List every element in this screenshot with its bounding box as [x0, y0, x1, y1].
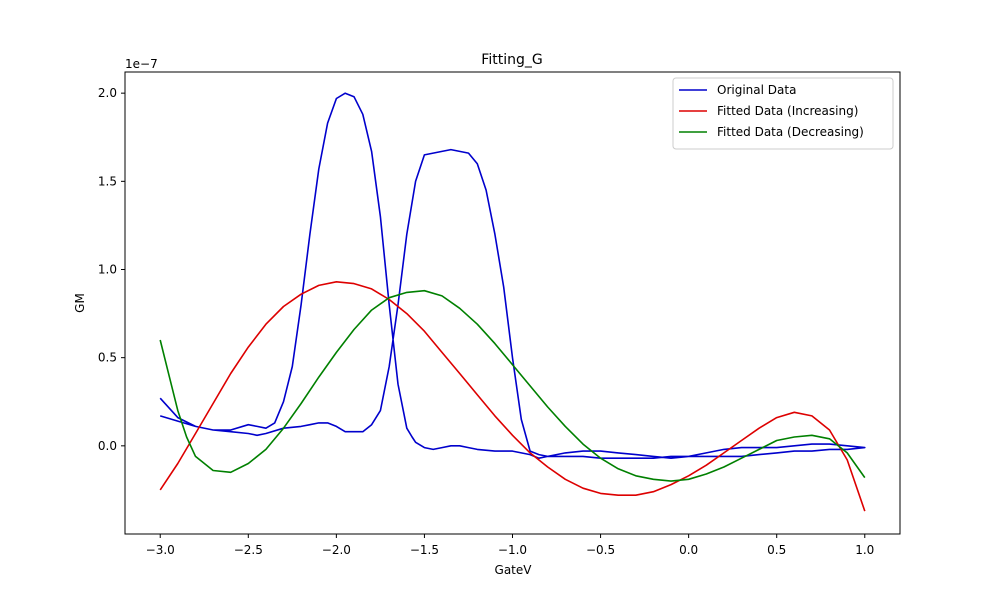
- x-tick-label: −1.5: [410, 543, 439, 557]
- x-tick-label: −0.5: [586, 543, 615, 557]
- x-tick-label: 0.0: [679, 543, 698, 557]
- y-tick-label: 1.5: [98, 174, 117, 188]
- legend-label: Original Data: [717, 83, 796, 97]
- legend-box: [672, 77, 894, 150]
- x-axis-ticks: −3.0 −2.5 −2.0 −1.5 −1.0 −0.5 0.0 0.5 1.0: [146, 534, 874, 557]
- chart-title: Fitting_G: [481, 52, 542, 68]
- series-line-2: [159, 281, 866, 512]
- x-axis-label: GateV: [495, 563, 533, 577]
- legend-label: Fitted Data (Decreasing): [717, 125, 864, 139]
- series-lines: [159, 92, 866, 512]
- x-tick-label: −2.0: [322, 543, 351, 557]
- y-tick-label: 2.0: [98, 86, 117, 100]
- x-tick-label: −1.0: [498, 543, 527, 557]
- series-line-3: [159, 289, 866, 482]
- x-tick-label: 0.5: [767, 543, 786, 557]
- legend: Original Data Fitted Data (Increasing) Fit…: [672, 77, 894, 150]
- y-offset-text: 1e−7: [125, 57, 158, 71]
- plot-frame: [124, 71, 901, 535]
- y-tick-label: 0.5: [98, 351, 117, 365]
- series-line-1: [159, 92, 866, 459]
- x-tick-label: −3.0: [146, 543, 175, 557]
- y-tick-label: 0.0: [98, 439, 117, 453]
- y-tick-label: 1.0: [98, 262, 117, 276]
- legend-label: Fitted Data (Increasing): [717, 104, 858, 118]
- y-axis-ticks: 0.0 0.5 1.0 1.5 2.0: [98, 86, 125, 453]
- x-tick-label: 1.0: [855, 543, 874, 557]
- y-axis-label: GM: [73, 293, 87, 313]
- x-tick-label: −2.5: [234, 543, 263, 557]
